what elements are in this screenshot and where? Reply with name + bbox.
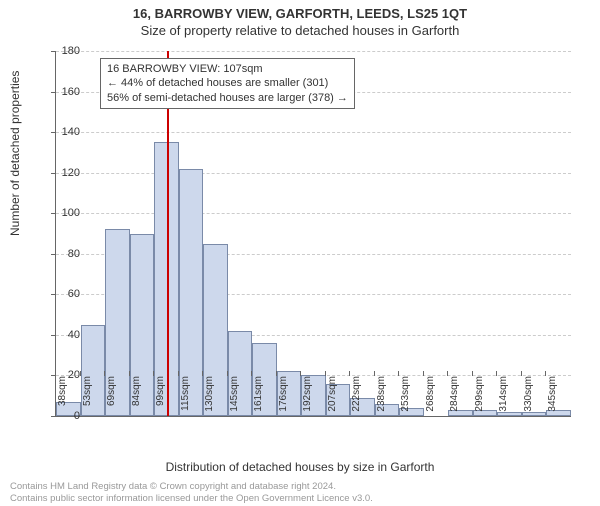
x-tick-label: 145sqm [229,376,240,426]
grid-line [56,213,571,214]
x-tick-label: 238sqm [376,376,387,426]
x-tick-mark [153,371,154,376]
x-tick-mark [374,371,375,376]
x-tick-mark [129,371,130,376]
x-tick-mark [104,371,105,376]
chart-title-desc: Size of property relative to detached ho… [0,23,600,38]
y-tick-label: 60 [50,288,80,300]
x-tick-label: 299sqm [474,376,485,426]
x-tick-mark [227,371,228,376]
x-tick-label: 161sqm [253,376,264,426]
y-axis-label: Number of detached properties [8,71,22,236]
footer-line2: Contains public sector information licen… [10,493,373,504]
grid-line [56,173,571,174]
x-tick-label: 176sqm [278,376,289,426]
annotation-line3: 56% of semi-detached houses are larger (… [107,91,348,105]
x-tick-mark [55,371,56,376]
y-tick-label: 160 [50,86,80,98]
x-tick-mark [325,371,326,376]
y-tick-label: 40 [50,329,80,341]
y-tick-label: 180 [50,45,80,57]
grid-line [56,132,571,133]
x-tick-mark [178,371,179,376]
x-tick-label: 314sqm [498,376,509,426]
y-tick-label: 80 [50,248,80,260]
x-tick-label: 207sqm [327,376,338,426]
annotation-line2: ← 44% of detached houses are smaller (30… [107,76,348,90]
annotation-box: 16 BARROWBY VIEW: 107sqm ← 44% of detach… [100,58,355,109]
chart-title-address: 16, BARROWBY VIEW, GARFORTH, LEEDS, LS25… [0,6,600,21]
x-tick-label: 192sqm [302,376,313,426]
x-tick-mark [80,371,81,376]
x-tick-label: 53sqm [82,376,93,426]
x-tick-mark [521,371,522,376]
x-tick-label: 38sqm [57,376,68,426]
x-tick-mark [202,371,203,376]
x-tick-label: 115sqm [180,376,191,426]
x-axis-label: Distribution of detached houses by size … [0,460,600,474]
y-tick-label: 100 [50,207,80,219]
y-tick-label: 140 [50,126,80,138]
y-tick-label: 120 [50,167,80,179]
x-tick-label: 253sqm [400,376,411,426]
footer-attribution: Contains HM Land Registry data © Crown c… [10,481,373,504]
x-tick-label: 130sqm [204,376,215,426]
x-tick-label: 330sqm [523,376,534,426]
x-tick-mark [423,371,424,376]
annotation-line1: 16 BARROWBY VIEW: 107sqm [107,62,348,76]
x-tick-label: 69sqm [106,376,117,426]
x-tick-label: 84sqm [131,376,142,426]
x-tick-label: 222sqm [351,376,362,426]
x-tick-mark [472,371,473,376]
footer-line1: Contains HM Land Registry data © Crown c… [10,481,373,492]
x-tick-mark [276,371,277,376]
x-tick-label: 345sqm [547,376,558,426]
grid-line [56,51,571,52]
x-tick-label: 268sqm [425,376,436,426]
x-tick-label: 99sqm [155,376,166,426]
x-tick-label: 284sqm [449,376,460,426]
